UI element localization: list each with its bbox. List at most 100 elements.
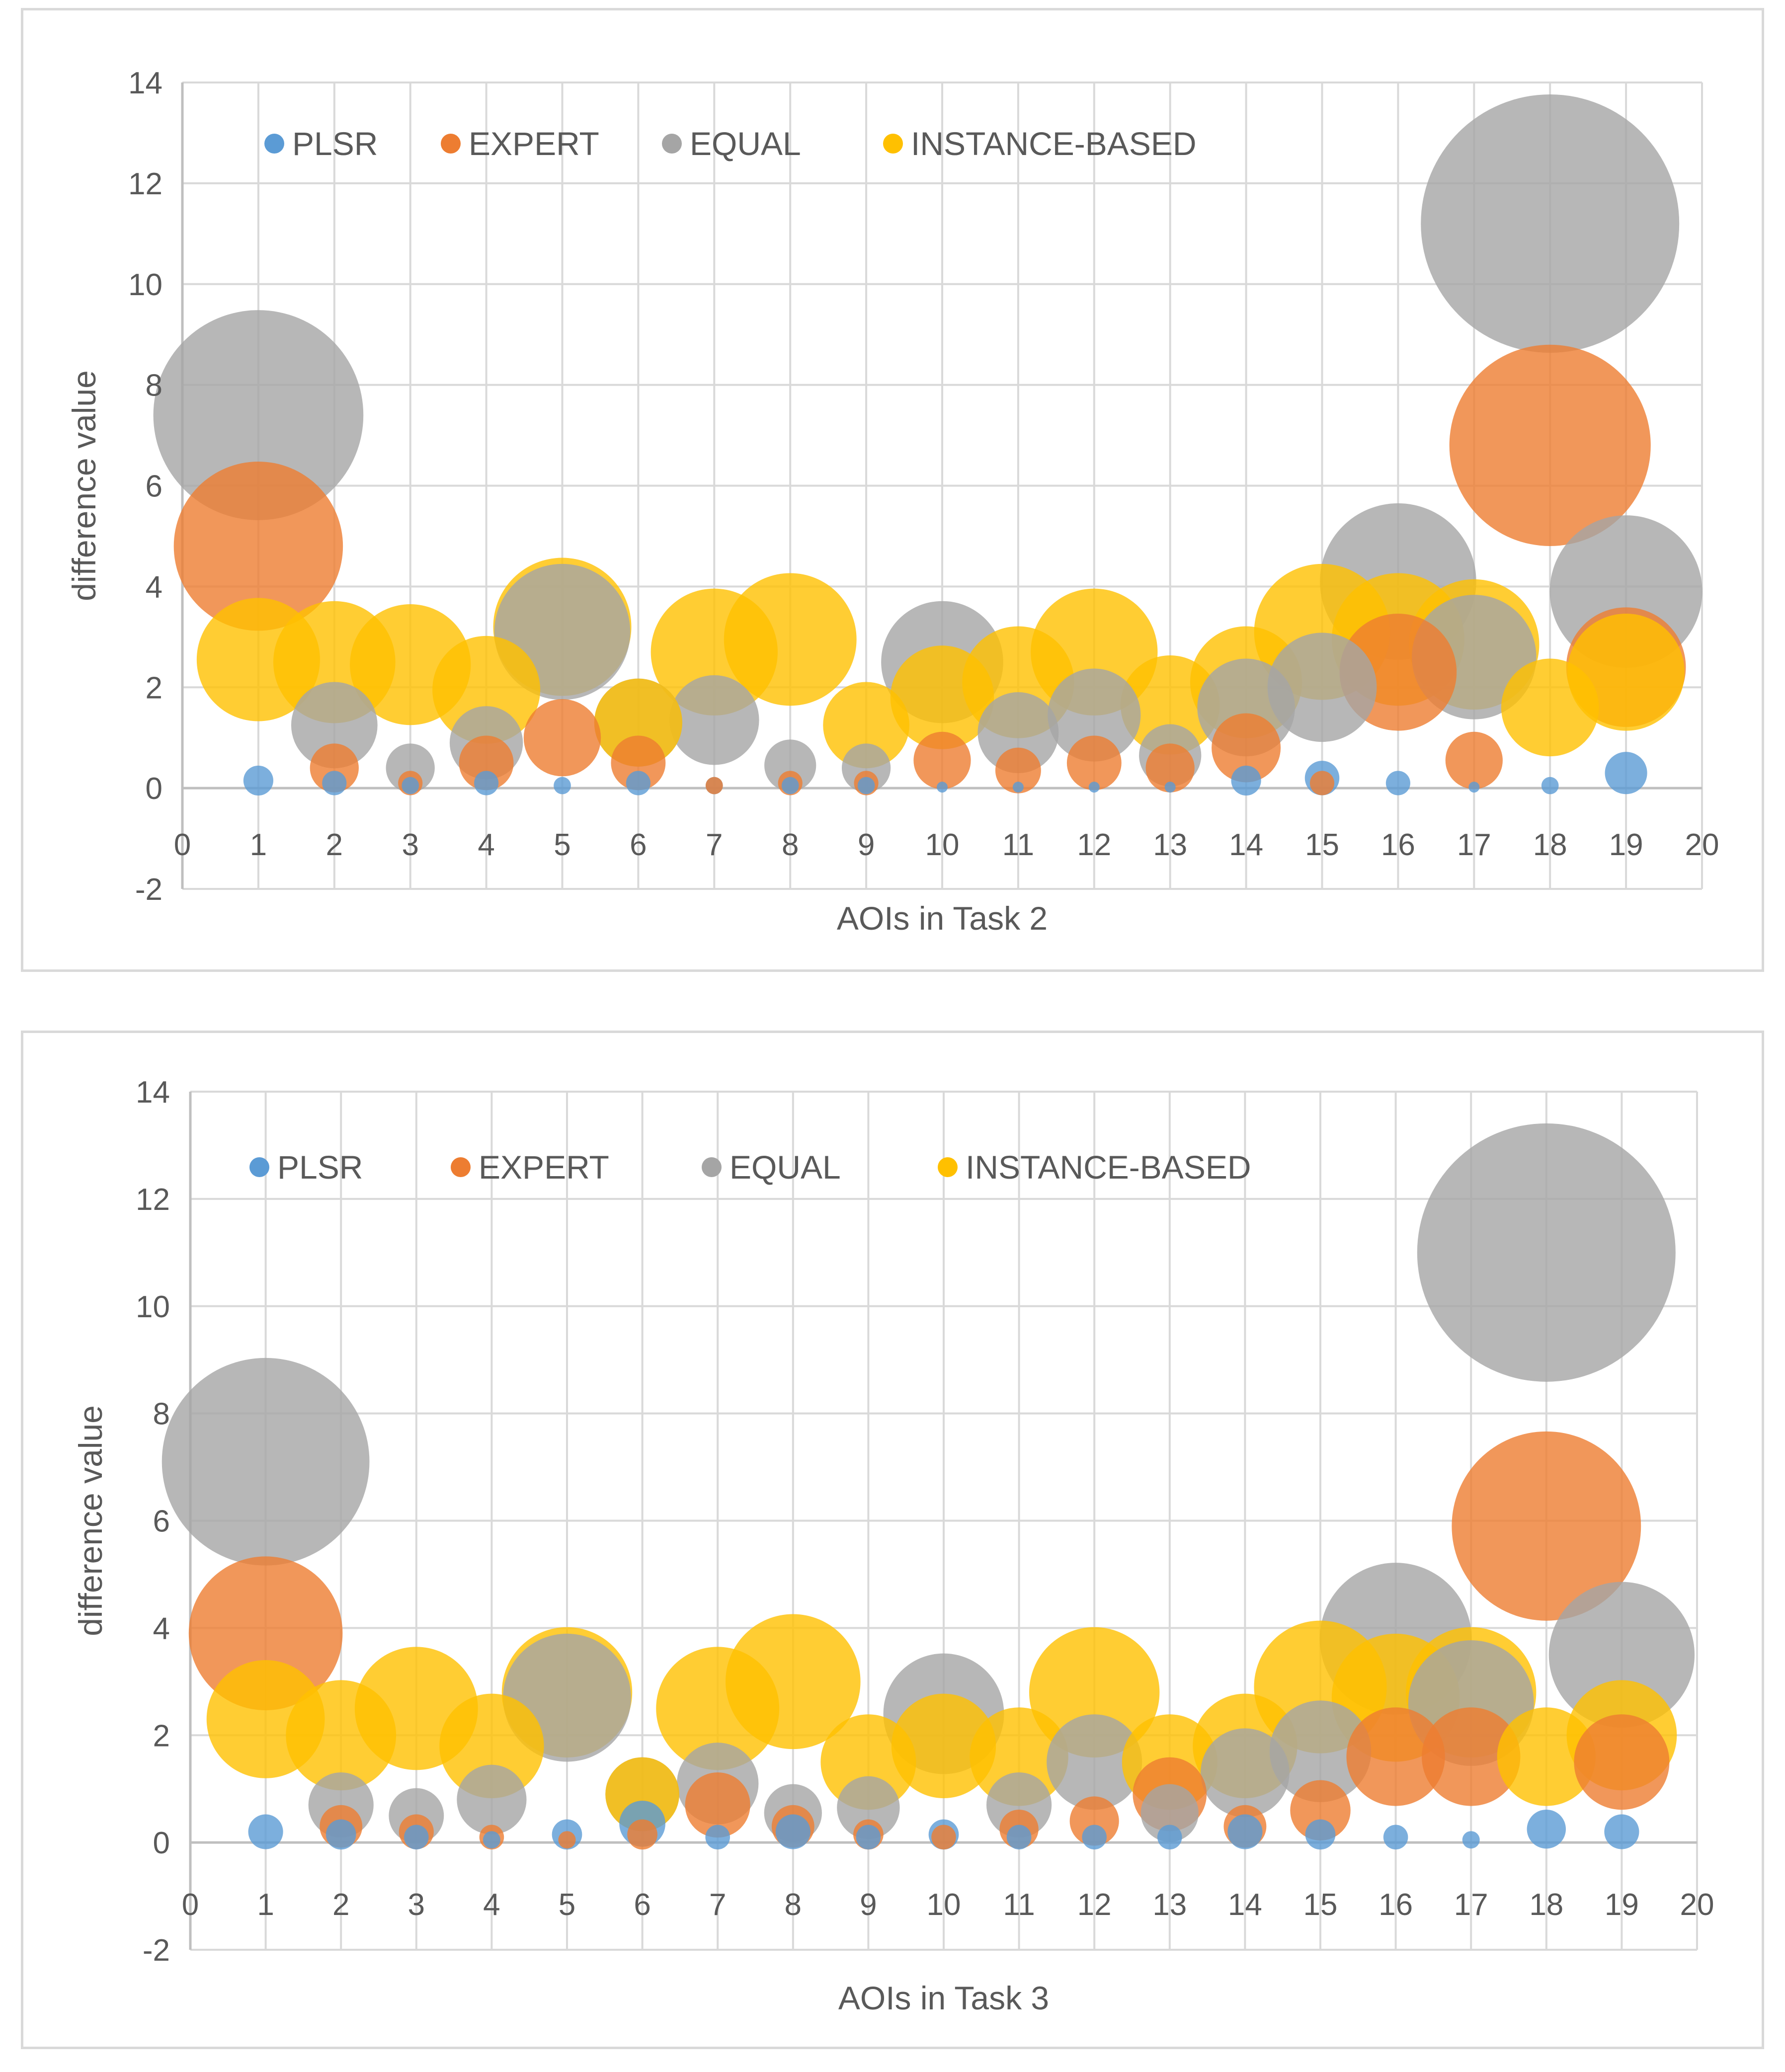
- bubble-expert-aoi-15: [1309, 771, 1335, 796]
- legend-label-plsr: PLSR: [277, 1149, 363, 1186]
- legend-label-plsr: PLSR: [292, 125, 378, 162]
- legend-marker-expert: [451, 1157, 471, 1177]
- bubble-plsr-aoi-3: [402, 777, 419, 795]
- bubble-equal-aoi-18: [1421, 94, 1680, 353]
- bubble-equal-aoi-11: [977, 692, 1059, 774]
- bubble-expert-aoi-18: [1449, 344, 1651, 546]
- bubble-plsr-aoi-11: [1012, 782, 1024, 793]
- x-tick-label: 13: [1152, 1888, 1187, 1922]
- x-tick-label: 1: [257, 1888, 274, 1922]
- bubble-equal-aoi-4: [457, 1764, 527, 1834]
- bubble-expert-aoi-6: [611, 735, 666, 791]
- bubble-expert-aoi-19: [1574, 1714, 1670, 1810]
- bubble-equal-aoi-3: [386, 743, 435, 793]
- y-tick-label: 4: [146, 570, 162, 604]
- bubble-instance-based-aoi-7: [650, 588, 778, 716]
- x-axis-title: AOIs in Task 2: [837, 900, 1048, 937]
- bubble-plsr-aoi-16: [1383, 1825, 1408, 1850]
- bubble-instance-based-aoi-4: [432, 636, 541, 744]
- bubble-equal-aoi-9: [841, 743, 891, 793]
- bubble-expert-aoi-4: [459, 735, 514, 791]
- bubble-instance-based-aoi-6: [594, 678, 682, 767]
- y-tick-label: 0: [146, 772, 162, 806]
- x-tick-label: 12: [1077, 1888, 1112, 1922]
- bubble-instance-based-aoi-7: [656, 1647, 780, 1770]
- x-tick-label: 18: [1533, 828, 1567, 862]
- y-tick-label: -2: [143, 1933, 170, 1968]
- x-tick-label: 5: [554, 828, 570, 862]
- y-tick-label: 14: [128, 66, 162, 100]
- bubble-plsr-aoi-1: [248, 1814, 283, 1849]
- x-tick-label: 7: [709, 1888, 726, 1922]
- y-tick-label: 8: [146, 369, 162, 403]
- x-tick-label: 3: [402, 828, 418, 862]
- y-tick-label: 6: [146, 470, 162, 504]
- legend: PLSR EXPERT EQUAL INSTANCE-BASED: [249, 1149, 1251, 1186]
- y-tick-label: 12: [128, 167, 162, 201]
- legend-marker-equal: [662, 134, 682, 154]
- bubble-instance-based-aoi-13: [1120, 655, 1220, 755]
- legend-marker-instance-based: [883, 134, 903, 154]
- legend-label-expert: EXPERT: [469, 125, 599, 162]
- x-tick-label: 3: [408, 1888, 425, 1922]
- bubble-plsr-aoi-10: [937, 782, 948, 793]
- y-tick-label: 14: [136, 1075, 170, 1110]
- x-tick-label: 15: [1303, 1888, 1338, 1922]
- bubble-chart-task3: 0 1 2 3 4 5 6 7 8 9 10 11 12 13 14 15 16 17 18 19 20-2024681…: [72, 1075, 1714, 2016]
- x-tick-label: 7: [706, 828, 723, 862]
- x-tick-label: 4: [483, 1888, 500, 1922]
- x-tick-label: 12: [1077, 828, 1111, 862]
- bubble-plsr-aoi-18: [1541, 777, 1559, 795]
- bubble-plsr-aoi-4: [483, 1831, 500, 1849]
- bubble-instance-based-aoi-2: [286, 1680, 397, 1791]
- bubble-instance-based-aoi-10: [891, 1693, 996, 1799]
- bubbles: [153, 94, 1703, 796]
- x-axis-title: AOIs in Task 3: [838, 1980, 1049, 2016]
- bubble-plsr-aoi-15: [1305, 1819, 1336, 1850]
- bubble-plsr-aoi-17: [1468, 782, 1480, 793]
- x-tick-label: 10: [927, 1888, 961, 1922]
- x-tick-label: 8: [782, 828, 799, 862]
- bubble-plsr-aoi-8: [781, 777, 799, 795]
- y-tick-label: 2: [153, 1719, 170, 1753]
- bubble-equal-aoi-2: [291, 682, 378, 769]
- bubble-instance-based-aoi-9: [820, 1714, 916, 1810]
- bubble-instance-based-aoi-4: [439, 1693, 544, 1799]
- legend-marker-instance-based: [938, 1157, 958, 1177]
- bubble-plsr-aoi-17: [1462, 1831, 1480, 1849]
- y-tick-label: 12: [136, 1183, 170, 1217]
- x-tick-label: 18: [1529, 1888, 1563, 1922]
- y-tick-label: 8: [153, 1397, 170, 1432]
- x-tick-label: 6: [634, 1888, 650, 1922]
- bubble-plsr-aoi-19: [1604, 1814, 1639, 1849]
- bubble-expert-aoi-12: [1069, 1796, 1119, 1846]
- bubble-expert-aoi-6: [627, 1819, 657, 1850]
- chart-panel-task3: 0 1 2 3 4 5 6 7 8 9 10 11 12 13 14 15 16 17 18 19 20 -2 0 2 4 6 8 1…: [21, 1031, 1764, 2049]
- legend: PLSR EXPERT EQUAL INSTANCE-BASED: [264, 125, 1197, 162]
- x-tick-label: 6: [630, 828, 647, 862]
- legend-marker-plsr: [249, 1157, 269, 1177]
- y-tick-label: 10: [136, 1290, 170, 1324]
- bubble-equal-aoi-15: [1267, 633, 1377, 742]
- bubble-plsr-aoi-9: [857, 777, 875, 795]
- bubble-equal-aoi-18: [1417, 1123, 1676, 1382]
- x-tick-label: 5: [559, 1888, 575, 1922]
- bubble-expert-aoi-5: [523, 699, 601, 777]
- x-tick-label: 16: [1381, 828, 1415, 862]
- legend-marker-plsr: [264, 134, 284, 154]
- y-axis-title: difference value: [72, 1405, 109, 1636]
- bubble-expert-aoi-7: [705, 777, 723, 795]
- bubble-instance-based-aoi-18: [1497, 1707, 1596, 1806]
- bubble-equal-aoi-12: [1048, 668, 1141, 762]
- bubble-expert-aoi-12: [1066, 735, 1122, 791]
- bubble-expert-aoi-13: [1145, 743, 1195, 793]
- x-tick-label: 14: [1229, 828, 1263, 862]
- x-tick-label: 2: [326, 828, 343, 862]
- bubble-plsr-aoi-18: [1527, 1809, 1566, 1849]
- x-tick-label: 17: [1457, 828, 1491, 862]
- bubbles: [162, 1123, 1695, 1850]
- bubble-instance-based-aoi-12: [1029, 1627, 1160, 1758]
- x-tick-label: 16: [1379, 1888, 1413, 1922]
- legend-label-instance-based: INSTANCE-BASED: [911, 125, 1197, 162]
- bubble-expert-aoi-18: [1452, 1431, 1641, 1621]
